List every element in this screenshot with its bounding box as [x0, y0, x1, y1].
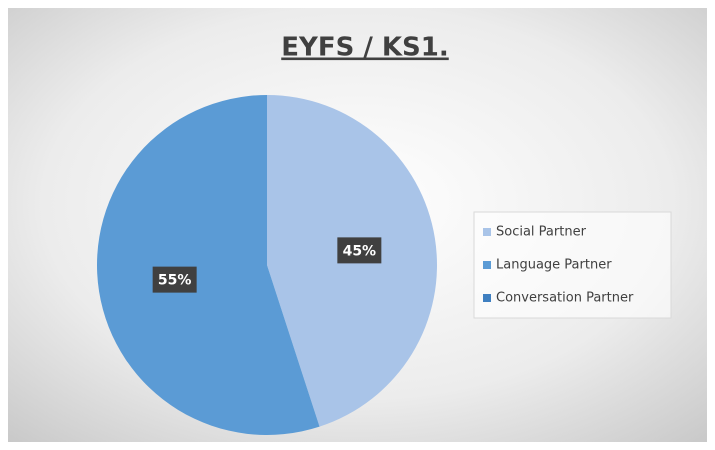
- data-label: 55%: [158, 273, 192, 289]
- data-label-box: [152, 266, 197, 293]
- chart-title: EYFS / KS1.: [281, 33, 449, 63]
- legend-swatch: [483, 261, 491, 269]
- legend-swatch: [483, 294, 491, 302]
- legend-label: Language Partner: [496, 258, 612, 273]
- legend-swatch: [483, 228, 491, 236]
- legend-label: Social Partner: [496, 225, 587, 240]
- data-label: 45%: [343, 243, 377, 259]
- pie-slice: [96, 95, 320, 436]
- legend-box: [473, 211, 672, 319]
- data-label-box: [337, 237, 382, 264]
- legend-label: Conversation Partner: [496, 291, 634, 306]
